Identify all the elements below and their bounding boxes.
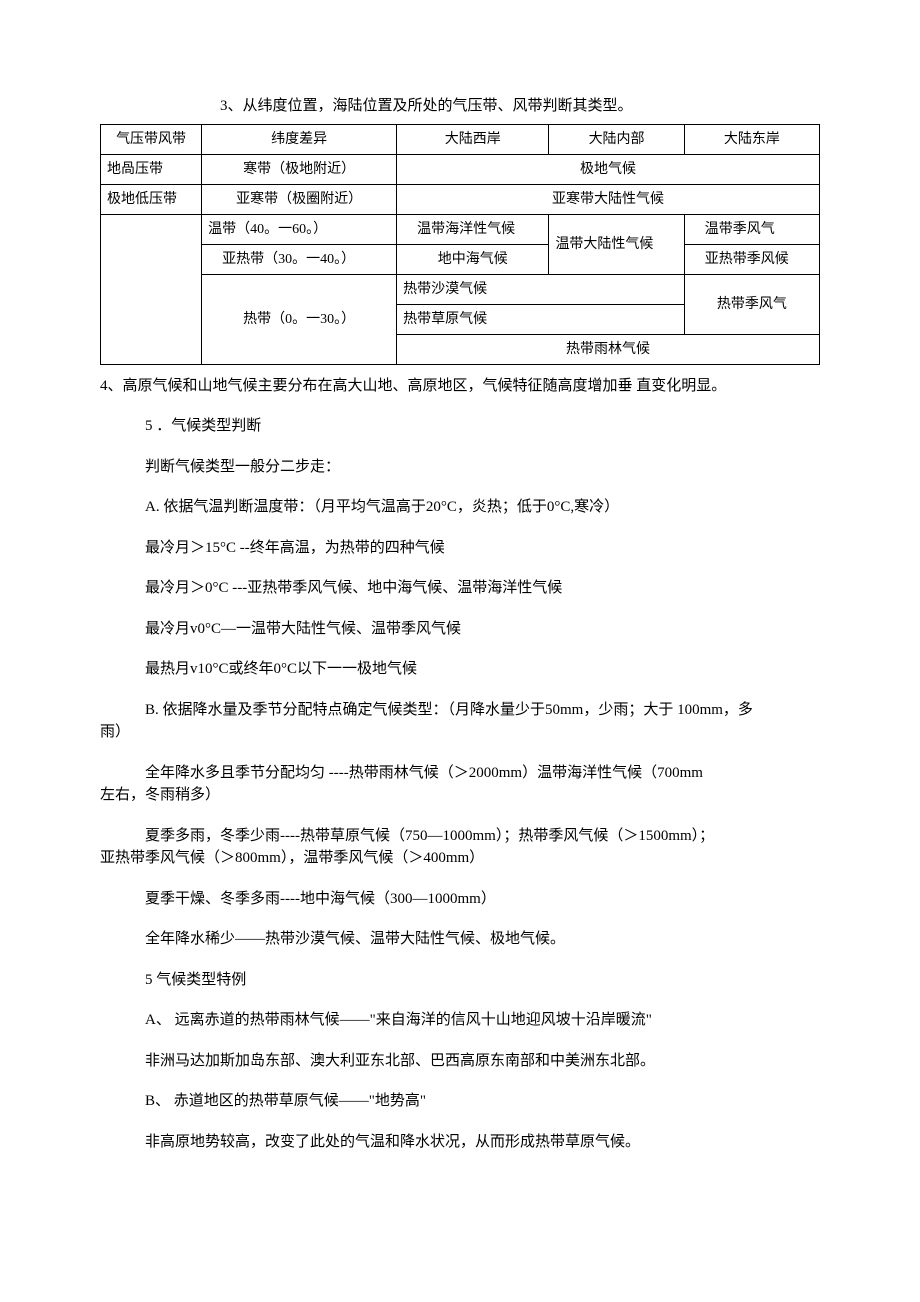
paragraph: 最冷月v0°C—一温带大陆性气候、温带季风气候 — [100, 618, 820, 641]
cell: 热带（0。一30。） — [202, 274, 397, 364]
cell: 极地气候 — [397, 154, 820, 184]
cell: 亚寒带大陆性气候 — [397, 184, 820, 214]
paragraph: 非洲马达加斯加岛东部、澳大利亚东北部、巴西高原东南部和中美洲东北部。 — [100, 1050, 820, 1073]
cell: 地咼压带 — [101, 154, 202, 184]
paragraph: 最热月v10°C或终年0°C以下一一极地气候 — [100, 658, 820, 681]
paragraph: 判断气候类型一般分二步走： — [100, 456, 820, 479]
cell: 温带大陆性气候 — [549, 214, 684, 274]
cell: 热带草原气候 — [397, 304, 685, 334]
cell: 热带沙漠气候 — [397, 274, 685, 304]
paragraph: A. 依据气温判断温度带：（月平均气温高于20°C，炎热；低于0°C,寒冷） — [100, 496, 820, 519]
paragraph: 非高原地势较高，改变了此处的气温和降水状况，从而形成热带草原气候。 — [100, 1131, 820, 1154]
paragraph-line: 夏季多雨，冬季少雨----热带草原气候（750—1000mm）；热带季风气候（＞… — [100, 825, 820, 848]
paragraph: 最冷月＞15°C --终年高温，为热带的四种气候 — [100, 537, 820, 560]
climate-table: 气压带风带 纬度差异 大陆西岸 大陆内部 大陆东岸 地咼压带 寒带（极地附近） … — [100, 124, 820, 365]
header-cell: 大陆东岸 — [684, 124, 819, 154]
cell: 极地低压带 — [101, 184, 202, 214]
paragraph: A、 远离赤道的热带雨林气候——"来自海洋的信风十山地迎风坡十沿岸暖流" — [100, 1009, 820, 1032]
table-row: 气压带风带 纬度差异 大陆西岸 大陆内部 大陆东岸 — [101, 124, 820, 154]
paragraph-line: 左右，冬雨稍多） — [100, 787, 220, 803]
cell: 热带雨林气候 — [397, 334, 820, 364]
header-cell: 大陆西岸 — [397, 124, 549, 154]
paragraph-line: 雨） — [100, 724, 130, 740]
table-row: 亚热带（30。一40。） 地中海气候 亚热带季风候 — [101, 244, 820, 274]
cell: 亚热带季风候 — [684, 244, 819, 274]
paragraph: 5 ．气候类型判断 — [100, 415, 820, 438]
paragraph: 夏季干燥、冬季多雨----地中海气候（300—1000mm） — [100, 888, 820, 911]
paragraph-wrap: B. 依据降水量及季节分配特点确定气候类型：（月降水量少于50mm，少雨；大于 … — [100, 699, 820, 744]
table-row: 极地低压带 亚寒带（极圈附近） 亚寒带大陆性气候 — [101, 184, 820, 214]
cell: 寒带（极地附近） — [202, 154, 397, 184]
paragraph-line: 亚热带季风气候（＞800mm），温带季风气候（＞400mm） — [100, 850, 484, 866]
paragraph: 4、高原气候和山地气候主要分布在高大山地、高原地区，气候特征随高度增加垂 直变化… — [100, 375, 820, 398]
cell: 亚热带（30。一40。） — [202, 244, 397, 274]
cell: 温带季风气 — [684, 214, 819, 244]
cell: 温带海洋性气候 — [397, 214, 549, 244]
intro-line: 3、从纬度位置，海陆位置及所处的气压带、风带判断其类型。 — [100, 95, 820, 118]
cell: 亚寒带（极圈附近） — [202, 184, 397, 214]
paragraph-wrap: 夏季多雨，冬季少雨----热带草原气候（750—1000mm）；热带季风气候（＞… — [100, 825, 820, 870]
paragraph-line: B. 依据降水量及季节分配特点确定气候类型：（月降水量少于50mm，少雨；大于 … — [100, 699, 820, 722]
header-cell: 气压带风带 — [101, 124, 202, 154]
cell: 地中海气候 — [397, 244, 549, 274]
paragraph: 全年降水稀少——热带沙漠气候、温带大陆性气候、极地气候。 — [100, 928, 820, 951]
paragraph-line: 全年降水多且季节分配均匀 ----热带雨林气候（＞2000mm）温带海洋性气候（… — [100, 762, 820, 785]
table-row: 地咼压带 寒带（极地附近） 极地气候 — [101, 154, 820, 184]
cell: 热带季风气 — [684, 274, 819, 334]
table-row: 温带（40。一60。） 温带海洋性气候 温带大陆性气候 温带季风气 — [101, 214, 820, 244]
paragraph-wrap: 全年降水多且季节分配均匀 ----热带雨林气候（＞2000mm）温带海洋性气候（… — [100, 762, 820, 807]
table-row: 热带（0。一30。） 热带沙漠气候 热带季风气 — [101, 274, 820, 304]
header-cell: 大陆内部 — [549, 124, 684, 154]
paragraph: B、 赤道地区的热带草原气候——"地势高" — [100, 1090, 820, 1113]
cell-empty — [101, 214, 202, 364]
paragraph: 5 气候类型特例 — [100, 969, 820, 992]
header-cell: 纬度差异 — [202, 124, 397, 154]
cell: 温带（40。一60。） — [202, 214, 397, 244]
paragraph: 最冷月＞0°C ---亚热带季风气候、地中海气候、温带海洋性气候 — [100, 577, 820, 600]
